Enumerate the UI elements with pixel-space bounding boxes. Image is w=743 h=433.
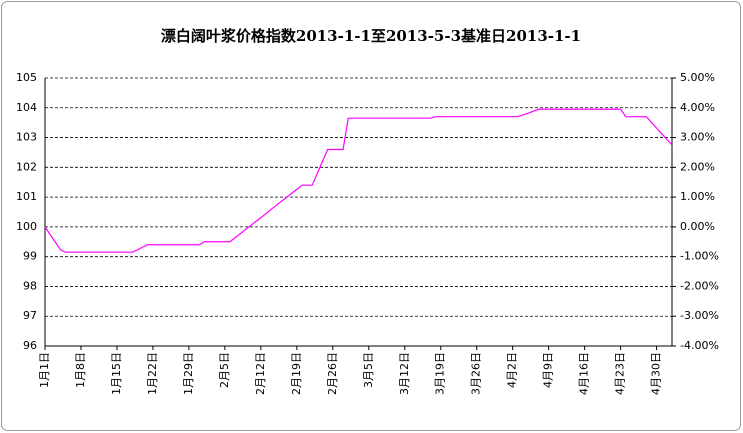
- x-tick-label: 4月16日: [578, 352, 591, 395]
- y2-tick-label: 0.00%: [680, 220, 715, 233]
- y-tick-label: 100: [16, 220, 37, 233]
- x-tick-label: 4月9日: [542, 352, 555, 388]
- y-tick-label: 105: [16, 71, 37, 84]
- y2-tick-label: 1.00%: [680, 190, 715, 203]
- x-tick-label: 3月26日: [470, 352, 483, 395]
- y-tick-label: 96: [23, 339, 37, 352]
- x-tick-label: 4月30日: [650, 352, 663, 395]
- x-tick-label: 2月26日: [326, 352, 339, 395]
- y2-tick-label: 5.00%: [680, 71, 715, 84]
- x-tick-label: 3月5日: [362, 352, 375, 388]
- x-tick-label: 3月12日: [398, 352, 411, 395]
- y2-tick-label: -4.00%: [680, 339, 719, 352]
- x-tick-label: 3月19日: [434, 352, 447, 395]
- y-tick-label: 104: [16, 101, 37, 114]
- y-tick-label: 98: [23, 279, 37, 292]
- x-tick-label: 2月12日: [254, 352, 267, 395]
- x-tick-label: 4月23日: [614, 352, 627, 395]
- x-tick-label: 2月5日: [218, 352, 231, 388]
- x-tick-label: 1月29日: [182, 352, 195, 395]
- x-tick-label: 1月8日: [74, 352, 87, 388]
- y-tick-label: 101: [16, 190, 37, 203]
- y-tick-label: 103: [16, 131, 37, 144]
- y2-tick-label: -2.00%: [680, 279, 719, 292]
- x-tick-label: 2月19日: [290, 352, 303, 395]
- y2-tick-label: -3.00%: [680, 309, 719, 322]
- x-tick-label: 1月22日: [146, 352, 159, 395]
- x-tick-label: 1月15日: [110, 352, 123, 395]
- chart-title: 漂白阔叶浆价格指数2013-1-1至2013-5-3基准日2013-1-1: [161, 27, 581, 45]
- y2-tick-label: -1.00%: [680, 250, 719, 263]
- x-tick-label: 4月2日: [506, 352, 519, 388]
- y2-tick-label: 3.00%: [680, 131, 715, 144]
- y-tick-label: 99: [23, 250, 37, 263]
- x-tick-label: 1月1日: [38, 352, 51, 388]
- y-tick-label: 102: [16, 160, 37, 173]
- y2-tick-label: 2.00%: [680, 160, 715, 173]
- y2-tick-label: 4.00%: [680, 101, 715, 114]
- line-series: [44, 108, 673, 253]
- y-tick-label: 97: [23, 309, 37, 322]
